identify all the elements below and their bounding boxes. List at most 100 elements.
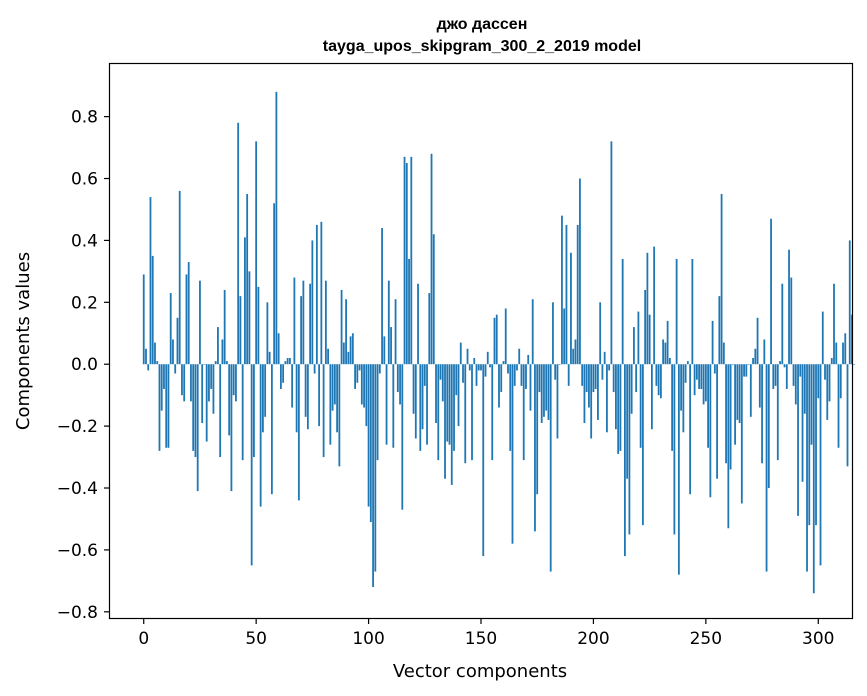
bar (439, 364, 442, 380)
bar (842, 342, 844, 365)
y-axis-ticks: −0.8 −0.6 −0.4 −0.2 0.0 0.2 0.4 0.6 0.8 (57, 108, 110, 623)
bar (363, 364, 365, 408)
bar (309, 283, 312, 365)
bar (707, 364, 709, 448)
bar (441, 364, 444, 402)
bar (693, 364, 696, 396)
bar (810, 364, 813, 445)
bar (583, 364, 586, 424)
bar (846, 364, 849, 467)
bar (318, 364, 321, 427)
bar (167, 364, 170, 448)
bar (686, 361, 689, 365)
bar (284, 361, 287, 365)
bar (338, 364, 341, 467)
bar (421, 364, 424, 430)
bar (799, 364, 802, 377)
bar (650, 364, 653, 430)
bar (417, 283, 419, 365)
bar (673, 364, 676, 535)
x-tick-label: 50 (245, 629, 267, 649)
bar (435, 364, 437, 424)
bar (536, 364, 539, 495)
bar (743, 364, 745, 377)
bar (360, 364, 363, 405)
x-tick-label: 250 (690, 629, 722, 649)
bar (740, 364, 743, 504)
bar (212, 364, 215, 414)
bar (680, 364, 683, 411)
x-tick-label: 300 (802, 629, 834, 649)
bar (538, 364, 541, 393)
bar (228, 364, 231, 436)
bar (700, 364, 703, 389)
bar (655, 364, 658, 386)
bar (151, 255, 154, 365)
bar (565, 224, 568, 365)
bar (677, 364, 680, 575)
bar (306, 364, 309, 430)
bar (201, 364, 204, 424)
bar (277, 333, 280, 365)
bar (356, 364, 359, 383)
bar (567, 364, 570, 386)
bar (767, 364, 770, 489)
bar (554, 364, 557, 380)
bar (486, 351, 489, 365)
bar (237, 122, 240, 365)
bar (462, 364, 464, 383)
bar (563, 308, 566, 365)
bar (183, 364, 186, 402)
bar (543, 364, 545, 417)
bar (518, 348, 521, 365)
bar (315, 224, 318, 365)
bar (403, 156, 406, 365)
bar (428, 293, 431, 365)
bar (704, 364, 707, 402)
bar (720, 193, 723, 365)
bar (731, 364, 734, 365)
y-tick-label: −0.6 (57, 541, 98, 561)
y-tick-label: 0.0 (71, 355, 98, 375)
bar (342, 342, 345, 365)
bar (552, 302, 554, 365)
bar (765, 364, 768, 572)
bar (255, 141, 258, 365)
bar (336, 364, 338, 433)
bar (446, 364, 449, 442)
bar (459, 342, 462, 365)
bar (282, 364, 285, 383)
bar (597, 364, 599, 420)
bar (772, 364, 775, 389)
bar (302, 280, 305, 365)
bar (511, 364, 514, 544)
bar (837, 364, 840, 448)
bar (369, 364, 372, 523)
bar (549, 364, 552, 572)
bar (824, 364, 826, 380)
bar (630, 364, 633, 414)
bar (275, 91, 278, 365)
bar (556, 364, 559, 439)
bar (534, 364, 536, 532)
bar (702, 364, 705, 405)
bar (516, 364, 518, 371)
bar (819, 364, 822, 566)
bar (322, 364, 325, 458)
bar (232, 364, 235, 396)
bar (639, 364, 642, 448)
bar (691, 258, 694, 365)
bar (484, 364, 487, 377)
bar (500, 364, 503, 393)
bar (619, 364, 622, 451)
bar (181, 364, 183, 396)
bar (194, 364, 197, 458)
bar (248, 271, 251, 365)
y-tick-label: −0.4 (57, 479, 98, 499)
bar (612, 364, 615, 393)
chart-subtitle: tayga_upos_skipgram_300_2_2019 model (323, 38, 641, 55)
bar (727, 364, 730, 529)
y-tick-label: −0.8 (57, 603, 98, 623)
y-tick-label: −0.2 (57, 417, 98, 437)
x-tick-label: 0 (138, 629, 149, 649)
